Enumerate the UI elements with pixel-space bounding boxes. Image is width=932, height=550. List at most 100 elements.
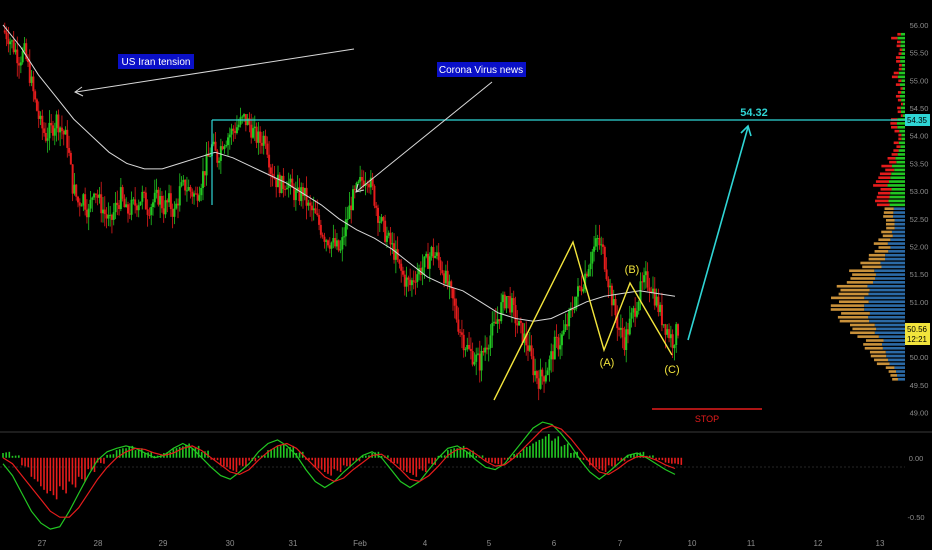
candle-body (325, 240, 328, 242)
histogram-bar (314, 457, 317, 468)
histogram-bar (339, 457, 342, 473)
time-tick-label: 10 (688, 539, 697, 548)
candle-body (307, 202, 310, 206)
volume-bar (872, 281, 905, 284)
candle-body (82, 194, 85, 206)
time-axis[interactable]: 27 28 29 30 31 Feb 4 5 6 7 10 11 12 13 (38, 539, 885, 548)
candle-body (550, 351, 553, 360)
volume-bar (900, 60, 905, 63)
candle-body (666, 329, 669, 335)
candle-body (159, 195, 162, 205)
candle-body (260, 142, 263, 146)
candle-body (102, 209, 104, 214)
candle-body (12, 40, 15, 53)
candle-body (180, 182, 183, 187)
us-iran-callout[interactable]: US Iran tension (118, 54, 194, 69)
volume-bar (898, 149, 905, 152)
volume-bar (898, 141, 905, 145)
histogram-bar (100, 457, 102, 464)
candle-body (114, 202, 117, 213)
candle-body (282, 175, 285, 189)
histogram-bar (150, 451, 153, 458)
candle-body (166, 200, 169, 203)
candle-body (475, 354, 478, 362)
histogram-bar (175, 448, 178, 458)
volume-bar (899, 83, 905, 86)
candle-body (362, 180, 365, 186)
volume-bar (897, 32, 901, 36)
volume-bar (902, 48, 905, 52)
volume-bar (885, 350, 905, 354)
candle-body (462, 334, 465, 351)
price-pane[interactable]: 54.32 (A) (B) (C) STOP US Iran tension C… (2, 22, 905, 424)
candle-body (400, 263, 403, 271)
oscillator-axis[interactable]: 0.00 -0.50 (907, 454, 924, 522)
histogram-bar (43, 457, 45, 490)
volume-bar (890, 191, 905, 195)
candle-body (512, 298, 515, 306)
volume-bar (897, 110, 901, 114)
candle-body (359, 177, 362, 182)
histogram-bar (592, 457, 594, 467)
us-iran-label: US Iran tension (122, 57, 191, 68)
candle-body (112, 212, 115, 220)
volume-bar (882, 234, 893, 238)
candle-body (460, 332, 463, 335)
candle-body (121, 187, 124, 199)
histogram-bar (642, 451, 645, 458)
corona-callout[interactable]: Corona Virus news (437, 62, 526, 77)
volume-bar (901, 137, 905, 141)
candle-body (305, 187, 308, 206)
volume-bar (889, 203, 905, 207)
histogram-bar (273, 448, 276, 458)
histogram-bar (658, 457, 661, 460)
candle-body (5, 32, 8, 40)
resistance-price-text: 54.35 (907, 116, 928, 125)
candle-body (673, 345, 676, 349)
candle-body (659, 304, 662, 313)
candle-body (564, 324, 567, 331)
candle-body (262, 135, 265, 146)
histogram-bar (440, 455, 443, 458)
moving-average-line (2, 24, 676, 322)
time-tick-label: 5 (487, 539, 492, 548)
candle-body (412, 280, 415, 282)
candle-body (32, 76, 35, 92)
candle-body (519, 320, 522, 323)
volume-bar (891, 153, 898, 156)
histogram-bar (327, 457, 329, 474)
candle-body (339, 249, 342, 251)
candle-body (675, 324, 678, 346)
volume-bar (891, 172, 905, 176)
candle-body (321, 234, 324, 237)
volume-bar (901, 98, 905, 102)
price-axis[interactable]: 49.0049.5050.0050.5051.0051.5052.0052.50… (910, 21, 929, 418)
histogram-bar (481, 455, 484, 458)
histogram-bar (406, 457, 408, 473)
volume-bar (873, 184, 888, 187)
oscillator-pane[interactable] (0, 421, 905, 530)
histogram-bar (336, 457, 339, 471)
candle-body (609, 285, 612, 288)
candle-body (241, 116, 244, 118)
candle-body (275, 178, 278, 188)
volume-bar (886, 354, 905, 358)
resistance-price-badge: 54.35 (905, 114, 930, 126)
target-arrow[interactable] (687, 124, 752, 341)
volume-bar (881, 164, 893, 168)
candle-body (200, 187, 203, 196)
candle-body (218, 160, 221, 163)
histogram-bar (232, 457, 235, 471)
histogram-bar (380, 455, 383, 458)
histogram-bar (122, 448, 124, 458)
histogram-bar (254, 457, 257, 462)
histogram-bar (257, 455, 260, 458)
volume-bar (897, 98, 902, 102)
volume-bar (891, 125, 898, 129)
volume-bar (891, 75, 898, 79)
histogram-bar (106, 454, 108, 458)
histogram-bar (519, 453, 522, 458)
volume-bar (867, 284, 905, 288)
candle-body (478, 353, 481, 371)
